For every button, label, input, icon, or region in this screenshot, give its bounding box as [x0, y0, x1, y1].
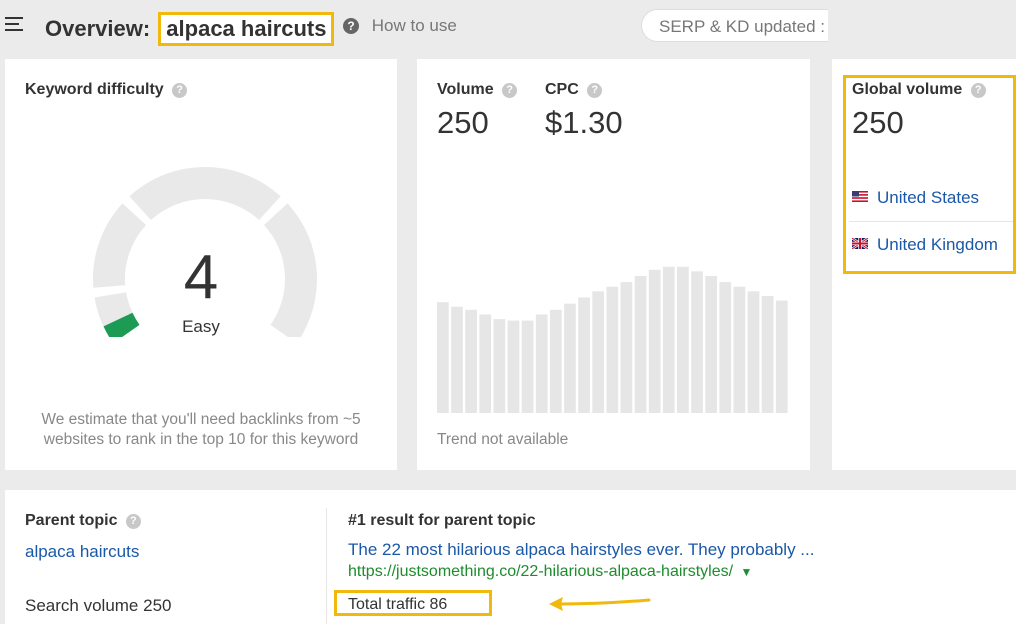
gauge-segment-3: [129, 167, 281, 221]
global-volume-value: 250: [852, 105, 904, 140]
column-divider: [326, 508, 327, 624]
annotation-arrow-icon: [549, 597, 651, 611]
trend-bar: [493, 319, 506, 413]
country-united-kingdom[interactable]: United Kingdom: [852, 235, 998, 255]
trend-bar: [775, 300, 788, 413]
hamburger-menu-icon[interactable]: [5, 17, 23, 33]
global-volume-card: Global volume ? 250 United States United…: [832, 59, 1016, 470]
kd-gauge: [93, 167, 317, 337]
trend-bar: [549, 309, 562, 413]
trend-bar: [691, 271, 703, 413]
title-prefix: Overview:: [45, 16, 151, 41]
parent-topic-label: Parent topic: [25, 512, 118, 529]
title-keyword: alpaca haircuts: [158, 12, 335, 46]
how-to-use-label: How to use: [371, 16, 457, 35]
volume-card: Volume ? 250 CPC ? $1.30 Trend not avail…: [417, 59, 810, 470]
trend-bar: [578, 297, 590, 413]
gauge-value-arc: [103, 312, 140, 337]
trend-note: Trend not available: [437, 431, 569, 448]
kd-title: Keyword difficulty ?: [25, 81, 188, 99]
trend-bar: [521, 320, 534, 413]
trend-bar: [507, 320, 520, 413]
top-result-label: #1 result for parent topic: [348, 512, 536, 529]
volume-label: Volume: [437, 81, 494, 98]
kd-help-icon[interactable]: ?: [172, 83, 188, 98]
trend-chart: [437, 266, 788, 413]
top-result-title-link[interactable]: The 22 most hilarious alpaca hairstyles …: [348, 540, 815, 559]
country-name-uk: United Kingdom: [877, 235, 998, 254]
cpc-title: CPC ?: [545, 81, 623, 99]
global-volume-label: Global volume: [852, 81, 963, 98]
parent-topic-help-icon[interactable]: ?: [125, 514, 141, 529]
trend-bar: [620, 282, 633, 413]
total-traffic: Total traffic 86: [334, 590, 492, 616]
keyword-difficulty-card: Keyword difficulty ? 4 Easy We estimate …: [5, 59, 397, 470]
kd-value: 4: [183, 243, 219, 312]
serp-status-pill: SERP & KD updated :: [641, 9, 828, 42]
trend-bar: [761, 295, 774, 413]
top-result-url-text: https://justsomething.co/22-hilarious-al…: [348, 563, 734, 580]
trend-bar: [479, 314, 492, 413]
page-title: Overview: alpaca haircuts: [45, 12, 335, 46]
trend-bar: [634, 275, 647, 413]
global-volume-highlight: [843, 75, 1016, 274]
help-icon: ?: [343, 18, 359, 34]
cpc-help-icon[interactable]: ?: [587, 83, 603, 98]
volume-value: 250: [437, 105, 489, 140]
trend-bar: [592, 291, 605, 413]
gauge-segment-4: [263, 203, 317, 337]
us-flag-icon: [852, 191, 868, 202]
kd-note: We estimate that you'll need backlinks f…: [41, 411, 361, 448]
trend-bar: [465, 309, 477, 413]
trend-bar: [733, 286, 746, 413]
kd-rating: Easy: [182, 317, 220, 336]
volume-help-icon[interactable]: ?: [502, 83, 518, 98]
trend-bar: [437, 302, 449, 413]
page-header: Overview: alpaca haircuts ? How to use S…: [0, 0, 1016, 52]
trend-bar: [535, 314, 548, 413]
cpc-label: CPC: [545, 81, 579, 98]
caret-down-icon[interactable]: ▼: [740, 565, 753, 579]
parent-topic-link[interactable]: alpaca haircuts: [25, 542, 140, 561]
trend-bar: [705, 275, 717, 413]
volume-block: Volume ? 250: [437, 81, 518, 141]
gauge-segment-2: [93, 203, 147, 288]
uk-flag-icon: [852, 238, 868, 249]
volume-title: Volume ?: [437, 81, 518, 99]
parent-topic-title: Parent topic ?: [25, 512, 141, 530]
kd-label: Keyword difficulty: [25, 81, 164, 98]
trend-bar: [606, 286, 619, 413]
parent-topic-card: Parent topic ? alpaca haircuts Search vo…: [5, 490, 1016, 624]
global-volume-help-icon[interactable]: ?: [970, 83, 986, 98]
top-result-url[interactable]: https://justsomething.co/22-hilarious-al…: [348, 563, 752, 581]
country-divider: [849, 221, 1013, 222]
country-name-us: United States: [877, 188, 980, 207]
how-to-use-link[interactable]: ? How to use: [343, 16, 457, 36]
global-volume-title: Global volume ?: [852, 81, 986, 99]
country-united-states[interactable]: United States: [852, 188, 979, 208]
trend-bar: [648, 269, 661, 413]
cpc-value: $1.30: [545, 105, 623, 140]
trend-bar: [719, 282, 732, 413]
trend-bar: [662, 266, 675, 413]
parent-topic-search-volume: Search volume 250: [25, 596, 172, 615]
trend-bar: [747, 291, 760, 413]
trend-bar: [677, 266, 689, 413]
cpc-block: CPC ? $1.30: [545, 81, 623, 141]
trend-bar: [564, 303, 576, 413]
trend-bar: [451, 306, 463, 413]
